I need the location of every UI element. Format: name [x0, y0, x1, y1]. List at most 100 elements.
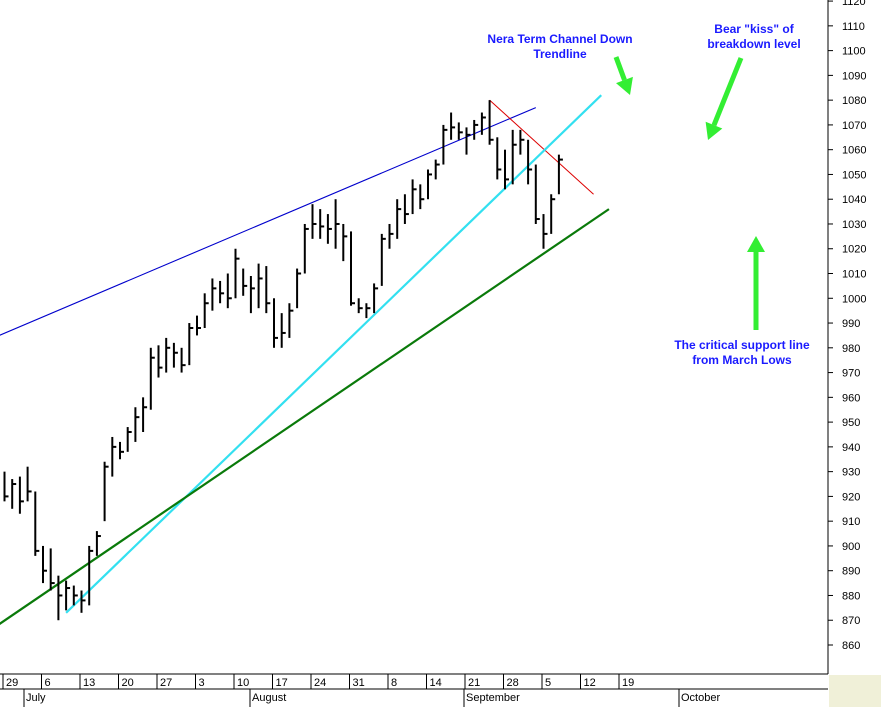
- ohlc-bar: [519, 129, 525, 155]
- ohlc-bar: [542, 214, 548, 249]
- y-axis-panel: [828, 0, 881, 674]
- ohlc-bar: [342, 223, 348, 262]
- ohlc-bar: [103, 461, 109, 522]
- x-tick-label: 27: [160, 677, 172, 689]
- ohlc-bar: [450, 112, 456, 140]
- corner-panel: [829, 675, 881, 707]
- x-tick-label: 13: [83, 677, 95, 689]
- x-tick-label: 17: [276, 677, 288, 689]
- ohlc-bar: [303, 223, 309, 274]
- annotation-support: The critical support line from March Low…: [660, 338, 824, 368]
- y-tick-label: 940: [842, 442, 860, 454]
- trendline-support: [0, 208, 610, 625]
- x-month-label: July: [26, 692, 46, 704]
- y-tick-label: 950: [842, 417, 860, 429]
- ohlc-bar: [350, 231, 355, 306]
- ohlc-bar: [388, 223, 394, 249]
- x-month-label: September: [466, 692, 520, 704]
- y-tick-label: 1040: [842, 194, 866, 206]
- x-tick-label: 10: [237, 677, 249, 689]
- ohlc-bar: [557, 154, 563, 195]
- ohlc-bar: [311, 204, 317, 239]
- x-axis-panel: [0, 674, 828, 707]
- y-tick-label: 1080: [842, 95, 866, 107]
- y-tick-label: 930: [842, 467, 860, 479]
- x-tick-label: 19: [622, 677, 634, 689]
- y-tick-label: 860: [842, 640, 860, 652]
- annotation-support-line-1: The critical support line: [674, 338, 810, 352]
- x-tick-label: 24: [314, 677, 326, 689]
- ohlc-bar: [465, 127, 471, 155]
- price-bars: [3, 100, 563, 621]
- ohlc-bar: [65, 580, 71, 611]
- ohlc-bar: [280, 313, 286, 348]
- ohlc-bar: [196, 315, 201, 336]
- ohlc-bar: [203, 293, 209, 328]
- x-tick-label: 5: [545, 677, 551, 689]
- annotation-channel: Nera Term Channel Down Trendline: [468, 32, 652, 62]
- trendline-downtrend: [489, 99, 594, 195]
- ohlc-bar: [334, 199, 340, 249]
- y-tick-label: 890: [842, 566, 860, 578]
- x-tick-label: 28: [507, 677, 519, 689]
- ohlc-bar: [119, 441, 124, 460]
- ohlc-bar: [480, 112, 486, 135]
- y-tick-label: 1110: [842, 21, 865, 33]
- y-tick-label: 1120: [842, 0, 866, 8]
- y-tick-label: 900: [842, 541, 860, 553]
- ohlc-bar: [242, 268, 248, 296]
- arrow-channel-icon: [613, 56, 633, 95]
- ohlc-bar: [211, 278, 217, 311]
- ohlc-bar: [172, 342, 178, 368]
- ohlc-bar: [419, 184, 425, 210]
- ohlc-bar: [319, 209, 325, 239]
- x-month-label: October: [681, 692, 720, 704]
- y-tick-label: 1070: [842, 120, 866, 132]
- ohlc-bar: [165, 337, 171, 373]
- ohlc-bar: [188, 323, 194, 366]
- trendline-breakdown: [65, 94, 603, 614]
- y-tick-label: 880: [842, 590, 860, 602]
- annotation-support-line-2: from March Lows: [692, 353, 792, 367]
- ohlc-bar: [142, 397, 148, 433]
- ohlc-bar: [18, 476, 24, 514]
- y-tick-label: 1090: [842, 70, 866, 82]
- ohlc-bar: [427, 169, 432, 200]
- ohlc-bar: [411, 179, 417, 215]
- ohlc-bar: [504, 149, 509, 190]
- ohlc-bar: [442, 124, 448, 165]
- ohlc-bar: [72, 585, 78, 606]
- annotation-arrows: [613, 56, 765, 330]
- ohlc-bar: [288, 303, 294, 338]
- ohlc-bar: [396, 199, 402, 239]
- x-month-label: August: [252, 692, 286, 704]
- annotation-kiss-line-2: breakdown level: [707, 37, 801, 51]
- y-tick-label: 1000: [842, 293, 866, 305]
- ohlc-bar: [365, 303, 371, 319]
- ohlc-bar: [149, 347, 155, 410]
- y-tick-label: 1010: [842, 269, 866, 281]
- x-tick-label: 8: [391, 677, 397, 689]
- ohlc-bar: [403, 194, 409, 224]
- ohlc-bar: [473, 119, 479, 140]
- annotation-channel-line-1: Nera Term Channel Down: [487, 32, 633, 46]
- ohlc-bar: [80, 590, 86, 613]
- ohlc-bar: [180, 347, 186, 373]
- x-tick-label: 14: [430, 677, 442, 689]
- x-tick-label: 12: [584, 677, 596, 689]
- x-tick-label: 21: [468, 677, 480, 689]
- y-tick-label: 1060: [842, 145, 866, 157]
- y-tick-label: 980: [842, 343, 860, 355]
- ohlc-bar: [49, 548, 55, 591]
- ohlc-bar: [234, 248, 240, 299]
- ohlc-bar: [3, 471, 9, 502]
- ohlc-bar: [373, 283, 379, 314]
- ohlc-bar: [249, 275, 255, 314]
- ohlc-bar: [273, 298, 278, 348]
- ohlc-bar: [34, 491, 40, 556]
- x-tick-label: 29: [6, 677, 18, 689]
- ohlc-bar: [95, 531, 101, 556]
- y-tick-label: 1020: [842, 244, 866, 256]
- ohlc-bar: [11, 479, 17, 509]
